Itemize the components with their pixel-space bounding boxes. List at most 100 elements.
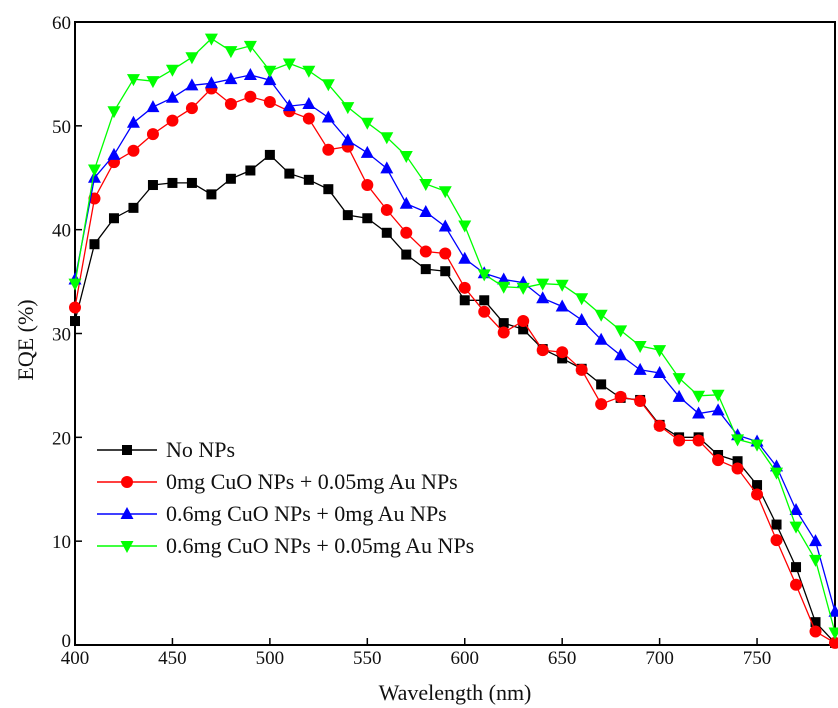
data-point — [440, 266, 451, 277]
legend-label: 0mg CuO NPs + 0.05mg Au NPs — [166, 469, 458, 494]
data-point — [341, 102, 355, 115]
legend-item: 0.6mg CuO NPs + 0.05mg Au NPs — [97, 533, 474, 558]
data-point — [206, 189, 217, 200]
data-point — [575, 293, 589, 306]
data-point — [809, 625, 822, 638]
data-point — [224, 46, 238, 59]
data-point — [322, 143, 335, 156]
data-point — [419, 245, 432, 258]
data-point — [828, 627, 838, 640]
data-point — [263, 95, 276, 108]
data-point — [263, 73, 277, 86]
data-point — [107, 147, 121, 160]
data-point — [362, 213, 373, 224]
data-point — [536, 344, 549, 357]
x-tick-label: 400 — [61, 648, 90, 669]
data-point — [165, 90, 179, 103]
data-point — [225, 173, 236, 184]
data-point — [518, 324, 529, 335]
data-point — [381, 227, 392, 238]
data-point — [770, 534, 783, 547]
x-tick-label: 600 — [450, 648, 479, 669]
y-tick-label: 30 — [52, 325, 71, 346]
data-point — [321, 79, 335, 92]
data-point — [185, 102, 198, 115]
data-point — [185, 78, 199, 91]
data-point — [575, 363, 588, 376]
data-point — [419, 178, 433, 191]
series-line — [74, 87, 836, 644]
x-axis-title: Wavelength (nm) — [379, 680, 532, 705]
data-point — [224, 98, 237, 111]
data-point — [146, 76, 160, 89]
legend-item: No NPs — [97, 437, 235, 462]
data-point — [360, 145, 374, 158]
data-point — [497, 272, 511, 285]
legend-label: 0.6mg CuO NPs + 0.05mg Au NPs — [166, 533, 474, 558]
series-2 — [69, 82, 838, 649]
data-point — [87, 170, 101, 183]
data-point — [360, 117, 374, 130]
data-point — [479, 295, 490, 306]
legend-item: 0.6mg CuO NPs + 0mg Au NPs — [97, 501, 447, 526]
data-point — [399, 150, 413, 163]
data-point — [166, 114, 179, 127]
data-point — [147, 180, 158, 191]
series-layer — [68, 33, 838, 649]
data-point — [810, 617, 821, 628]
data-point — [438, 186, 452, 199]
data-point — [302, 112, 315, 125]
data-point — [108, 213, 119, 224]
data-point — [127, 144, 140, 157]
data-point — [712, 454, 725, 467]
data-point — [557, 353, 568, 364]
data-point — [341, 133, 355, 146]
data-point — [692, 390, 706, 403]
data-point — [361, 179, 374, 192]
data-point — [401, 249, 412, 260]
y-tick-label: 50 — [52, 117, 71, 138]
data-point — [167, 177, 178, 188]
data-point — [633, 362, 647, 375]
legend-marker — [120, 541, 134, 553]
legend-marker — [120, 507, 134, 519]
legend: No NPs 0mg CuO NPs + 0.05mg Au NPs 0.6mg C… — [97, 437, 474, 558]
data-point — [653, 419, 666, 432]
data-point — [478, 305, 491, 318]
data-point — [204, 76, 218, 89]
data-point — [673, 434, 686, 447]
data-point — [87, 164, 101, 177]
data-point — [536, 278, 550, 291]
data-point — [614, 325, 628, 338]
data-point — [497, 281, 511, 294]
data-point — [732, 456, 743, 467]
data-point — [244, 90, 257, 103]
legend-label: 0.6mg CuO NPs + 0mg Au NPs — [166, 501, 447, 526]
data-point — [751, 488, 764, 501]
data-point — [380, 132, 394, 145]
data-point — [653, 365, 667, 378]
data-point — [731, 462, 744, 475]
data-point — [400, 226, 413, 239]
data-point — [380, 203, 393, 216]
data-point — [692, 434, 705, 447]
data-point — [438, 219, 452, 232]
series-line — [74, 154, 836, 644]
data-point — [302, 97, 316, 110]
data-point — [555, 279, 569, 292]
legend-label: No NPs — [166, 437, 235, 462]
data-point — [185, 52, 199, 65]
data-point — [146, 128, 159, 141]
data-point — [439, 247, 452, 260]
data-point — [70, 316, 80, 327]
data-point — [459, 295, 470, 306]
series-4 — [68, 33, 838, 640]
data-point — [536, 291, 550, 304]
data-point — [458, 251, 472, 264]
data-point — [634, 394, 647, 407]
data-point — [89, 239, 100, 250]
data-point — [731, 434, 745, 447]
legend-marker — [121, 476, 133, 488]
data-point — [770, 467, 784, 480]
